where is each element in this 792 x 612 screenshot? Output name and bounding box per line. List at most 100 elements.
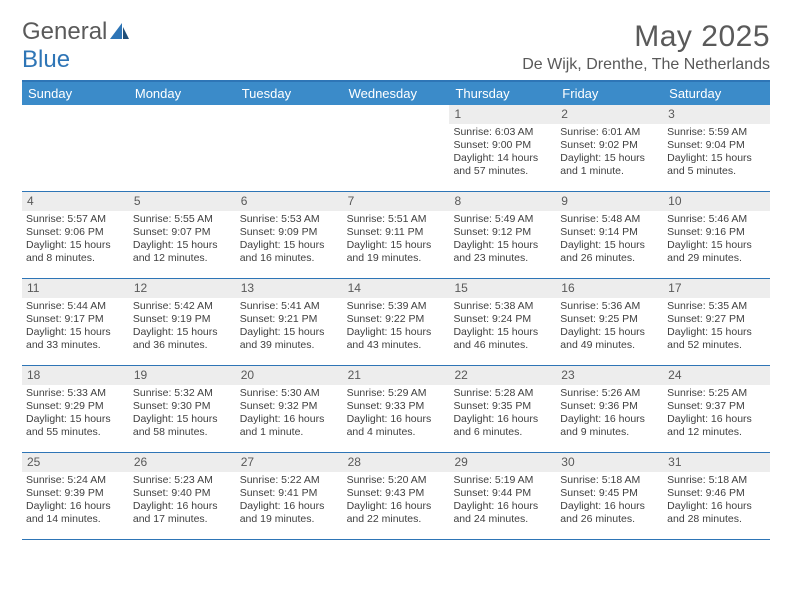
sunrise-text: Sunrise: 6:01 AM xyxy=(560,126,659,139)
sunrise-text: Sunrise: 5:18 AM xyxy=(667,474,766,487)
sunset-text: Sunset: 9:40 PM xyxy=(133,487,232,500)
day-number: 23 xyxy=(556,366,663,385)
day-cell: 10Sunrise: 5:46 AMSunset: 9:16 PMDayligh… xyxy=(663,192,770,278)
sunrise-text: Sunrise: 5:48 AM xyxy=(560,213,659,226)
day-cell: 2Sunrise: 6:01 AMSunset: 9:02 PMDaylight… xyxy=(556,105,663,191)
day-details: Sunrise: 5:46 AMSunset: 9:16 PMDaylight:… xyxy=(663,211,770,268)
sunset-text: Sunset: 9:17 PM xyxy=(26,313,125,326)
daylight-text: Daylight: 15 hours and 58 minutes. xyxy=(133,413,232,439)
day-number: 24 xyxy=(663,366,770,385)
day-cell: 4Sunrise: 5:57 AMSunset: 9:06 PMDaylight… xyxy=(22,192,129,278)
day-details: Sunrise: 5:26 AMSunset: 9:36 PMDaylight:… xyxy=(556,385,663,442)
day-cell: 24Sunrise: 5:25 AMSunset: 9:37 PMDayligh… xyxy=(663,366,770,452)
day-details: Sunrise: 5:18 AMSunset: 9:46 PMDaylight:… xyxy=(663,472,770,529)
sunset-text: Sunset: 9:07 PM xyxy=(133,226,232,239)
sunrise-text: Sunrise: 5:57 AM xyxy=(26,213,125,226)
sunrise-text: Sunrise: 5:22 AM xyxy=(240,474,339,487)
sunset-text: Sunset: 9:00 PM xyxy=(453,139,552,152)
sunrise-text: Sunrise: 5:39 AM xyxy=(347,300,446,313)
day-number: 16 xyxy=(556,279,663,298)
day-header-row: Sunday Monday Tuesday Wednesday Thursday… xyxy=(22,82,770,105)
day-cell: 20Sunrise: 5:30 AMSunset: 9:32 PMDayligh… xyxy=(236,366,343,452)
day-details: Sunrise: 5:41 AMSunset: 9:21 PMDaylight:… xyxy=(236,298,343,355)
day-number: 11 xyxy=(22,279,129,298)
day-details: Sunrise: 5:30 AMSunset: 9:32 PMDaylight:… xyxy=(236,385,343,442)
day-cell: 30Sunrise: 5:18 AMSunset: 9:45 PMDayligh… xyxy=(556,453,663,539)
day-details: Sunrise: 5:24 AMSunset: 9:39 PMDaylight:… xyxy=(22,472,129,529)
sunset-text: Sunset: 9:35 PM xyxy=(453,400,552,413)
day-details: Sunrise: 5:49 AMSunset: 9:12 PMDaylight:… xyxy=(449,211,556,268)
day-details: Sunrise: 5:36 AMSunset: 9:25 PMDaylight:… xyxy=(556,298,663,355)
day-details: Sunrise: 5:20 AMSunset: 9:43 PMDaylight:… xyxy=(343,472,450,529)
daylight-text: Daylight: 15 hours and 8 minutes. xyxy=(26,239,125,265)
day-cell xyxy=(236,105,343,191)
day-cell: 9Sunrise: 5:48 AMSunset: 9:14 PMDaylight… xyxy=(556,192,663,278)
sunrise-text: Sunrise: 5:28 AM xyxy=(453,387,552,400)
day-number: 31 xyxy=(663,453,770,472)
sunset-text: Sunset: 9:46 PM xyxy=(667,487,766,500)
sunset-text: Sunset: 9:25 PM xyxy=(560,313,659,326)
day-details: Sunrise: 5:57 AMSunset: 9:06 PMDaylight:… xyxy=(22,211,129,268)
day-cell: 28Sunrise: 5:20 AMSunset: 9:43 PMDayligh… xyxy=(343,453,450,539)
day-details: Sunrise: 6:01 AMSunset: 9:02 PMDaylight:… xyxy=(556,124,663,181)
day-header: Wednesday xyxy=(343,82,450,105)
sunrise-text: Sunrise: 5:49 AM xyxy=(453,213,552,226)
day-number: 15 xyxy=(449,279,556,298)
day-cell: 29Sunrise: 5:19 AMSunset: 9:44 PMDayligh… xyxy=(449,453,556,539)
daylight-text: Daylight: 16 hours and 19 minutes. xyxy=(240,500,339,526)
day-details: Sunrise: 5:51 AMSunset: 9:11 PMDaylight:… xyxy=(343,211,450,268)
day-cell: 19Sunrise: 5:32 AMSunset: 9:30 PMDayligh… xyxy=(129,366,236,452)
sunset-text: Sunset: 9:04 PM xyxy=(667,139,766,152)
week-row: 11Sunrise: 5:44 AMSunset: 9:17 PMDayligh… xyxy=(22,279,770,366)
week-row: 1Sunrise: 6:03 AMSunset: 9:00 PMDaylight… xyxy=(22,105,770,192)
day-details: Sunrise: 5:25 AMSunset: 9:37 PMDaylight:… xyxy=(663,385,770,442)
day-number: 29 xyxy=(449,453,556,472)
daylight-text: Daylight: 15 hours and 19 minutes. xyxy=(347,239,446,265)
day-number: 5 xyxy=(129,192,236,211)
day-details: Sunrise: 5:35 AMSunset: 9:27 PMDaylight:… xyxy=(663,298,770,355)
day-number: 18 xyxy=(22,366,129,385)
day-details: Sunrise: 5:19 AMSunset: 9:44 PMDaylight:… xyxy=(449,472,556,529)
sunset-text: Sunset: 9:33 PM xyxy=(347,400,446,413)
daylight-text: Daylight: 15 hours and 5 minutes. xyxy=(667,152,766,178)
sunset-text: Sunset: 9:12 PM xyxy=(453,226,552,239)
day-header: Saturday xyxy=(663,82,770,105)
day-cell xyxy=(129,105,236,191)
sunset-text: Sunset: 9:29 PM xyxy=(26,400,125,413)
sunrise-text: Sunrise: 5:55 AM xyxy=(133,213,232,226)
day-number: 10 xyxy=(663,192,770,211)
sunrise-text: Sunrise: 5:59 AM xyxy=(667,126,766,139)
day-details: Sunrise: 5:44 AMSunset: 9:17 PMDaylight:… xyxy=(22,298,129,355)
day-details: Sunrise: 5:18 AMSunset: 9:45 PMDaylight:… xyxy=(556,472,663,529)
sunrise-text: Sunrise: 5:51 AM xyxy=(347,213,446,226)
sunrise-text: Sunrise: 5:18 AM xyxy=(560,474,659,487)
day-number: 12 xyxy=(129,279,236,298)
sunrise-text: Sunrise: 6:03 AM xyxy=(453,126,552,139)
day-details: Sunrise: 6:03 AMSunset: 9:00 PMDaylight:… xyxy=(449,124,556,181)
day-details: Sunrise: 5:28 AMSunset: 9:35 PMDaylight:… xyxy=(449,385,556,442)
daylight-text: Daylight: 16 hours and 26 minutes. xyxy=(560,500,659,526)
sunset-text: Sunset: 9:22 PM xyxy=(347,313,446,326)
day-cell: 23Sunrise: 5:26 AMSunset: 9:36 PMDayligh… xyxy=(556,366,663,452)
sunrise-text: Sunrise: 5:38 AM xyxy=(453,300,552,313)
sunrise-text: Sunrise: 5:33 AM xyxy=(26,387,125,400)
sunrise-text: Sunrise: 5:44 AM xyxy=(26,300,125,313)
sunset-text: Sunset: 9:02 PM xyxy=(560,139,659,152)
day-cell: 22Sunrise: 5:28 AMSunset: 9:35 PMDayligh… xyxy=(449,366,556,452)
day-cell xyxy=(22,105,129,191)
day-cell: 26Sunrise: 5:23 AMSunset: 9:40 PMDayligh… xyxy=(129,453,236,539)
sunrise-text: Sunrise: 5:36 AM xyxy=(560,300,659,313)
logo-word-2: Blue xyxy=(22,46,70,74)
logo-sail-icon xyxy=(109,21,131,41)
day-header: Tuesday xyxy=(236,82,343,105)
day-number: 20 xyxy=(236,366,343,385)
day-cell: 18Sunrise: 5:33 AMSunset: 9:29 PMDayligh… xyxy=(22,366,129,452)
day-number xyxy=(129,105,236,123)
sunrise-text: Sunrise: 5:23 AM xyxy=(133,474,232,487)
day-number: 30 xyxy=(556,453,663,472)
sunset-text: Sunset: 9:27 PM xyxy=(667,313,766,326)
sunset-text: Sunset: 9:09 PM xyxy=(240,226,339,239)
header: General May 2025 De Wijk, Drenthe, The N… xyxy=(22,20,770,74)
sunset-text: Sunset: 9:43 PM xyxy=(347,487,446,500)
logo: General xyxy=(22,20,131,44)
